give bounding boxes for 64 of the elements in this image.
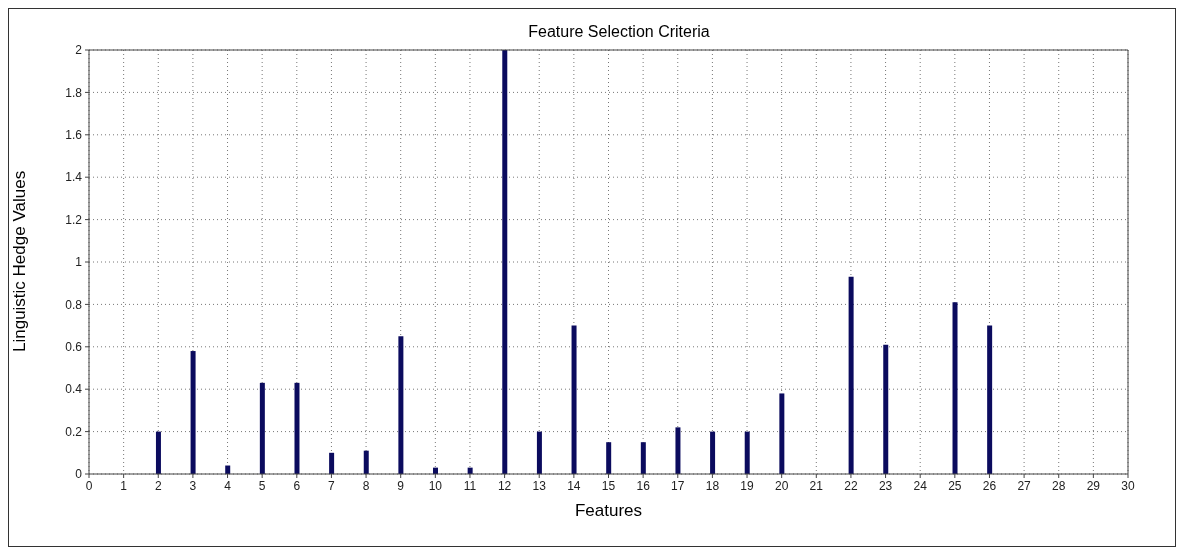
bar — [259, 382, 265, 474]
x-tick-label: 23 — [878, 478, 893, 493]
y-tick-label: 2 — [75, 43, 83, 58]
bar — [536, 431, 542, 474]
bar — [710, 431, 716, 474]
x-axis-title: Features — [574, 501, 643, 520]
x-tick-label: 1 — [120, 478, 128, 493]
x-tick-label: 24 — [913, 478, 928, 493]
x-tick-label: 4 — [224, 478, 232, 493]
y-tick-label: 1.8 — [65, 85, 83, 100]
x-tick-label: 15 — [601, 478, 616, 493]
x-tick-label: 13 — [532, 478, 547, 493]
x-tick-label: 22 — [844, 478, 858, 493]
bar — [744, 431, 750, 474]
y-tick-label: 1.6 — [65, 128, 83, 143]
bar — [190, 351, 196, 474]
x-tick-label: 2 — [154, 478, 162, 493]
x-tick-label: 17 — [671, 478, 685, 493]
x-tick-label: 0 — [85, 478, 93, 493]
bar — [329, 452, 335, 474]
bar — [848, 276, 854, 474]
x-tick-label: 25 — [948, 478, 962, 493]
x-tick-label: 7 — [328, 478, 336, 493]
x-tick-label: 5 — [258, 478, 266, 493]
y-tick-label: 0.6 — [65, 340, 83, 355]
x-tick-label: 30 — [1121, 478, 1135, 493]
bar — [363, 450, 369, 474]
bar — [883, 344, 889, 474]
x-tick-label: 19 — [740, 478, 755, 493]
x-tick-label: 9 — [397, 478, 405, 493]
x-tick-label: 18 — [705, 478, 720, 493]
x-tick-label: 16 — [636, 478, 651, 493]
bar — [398, 336, 404, 474]
y-tick-label: 0 — [75, 467, 83, 482]
chart-title: Feature Selection Criteria — [528, 23, 710, 40]
y-tick-label: 1.2 — [65, 212, 83, 227]
y-axis-title: Linguistic Hedge Values — [10, 170, 30, 352]
x-tick-label: 21 — [809, 478, 824, 493]
y-tick-label: 0.2 — [65, 424, 83, 439]
bar — [987, 325, 993, 474]
y-tick-label: 0.8 — [65, 297, 83, 312]
x-tick-label: 28 — [1052, 478, 1066, 493]
bar — [606, 442, 612, 474]
x-tick-label: 10 — [428, 478, 443, 493]
bar — [294, 382, 300, 474]
bar — [675, 427, 681, 474]
bar — [952, 302, 958, 474]
x-tick-label: 6 — [293, 478, 301, 493]
x-tick-label: 3 — [189, 478, 197, 493]
bar — [155, 431, 161, 474]
y-tick-label: 0.4 — [65, 382, 83, 397]
x-tick-label: 29 — [1086, 478, 1101, 493]
bar — [640, 442, 646, 474]
y-tick-label: 1 — [75, 255, 83, 270]
x-tick-label: 8 — [362, 478, 370, 493]
bar — [571, 325, 577, 474]
x-tick-label: 26 — [982, 478, 997, 493]
x-tick-label: 20 — [774, 478, 789, 493]
y-tick-label: 1.4 — [65, 170, 83, 185]
x-tick-label: 12 — [497, 478, 512, 493]
bar — [779, 393, 785, 474]
x-tick-label: 27 — [1017, 478, 1032, 493]
x-tick-label: 11 — [463, 478, 477, 493]
x-tick-label: 14 — [567, 478, 581, 493]
